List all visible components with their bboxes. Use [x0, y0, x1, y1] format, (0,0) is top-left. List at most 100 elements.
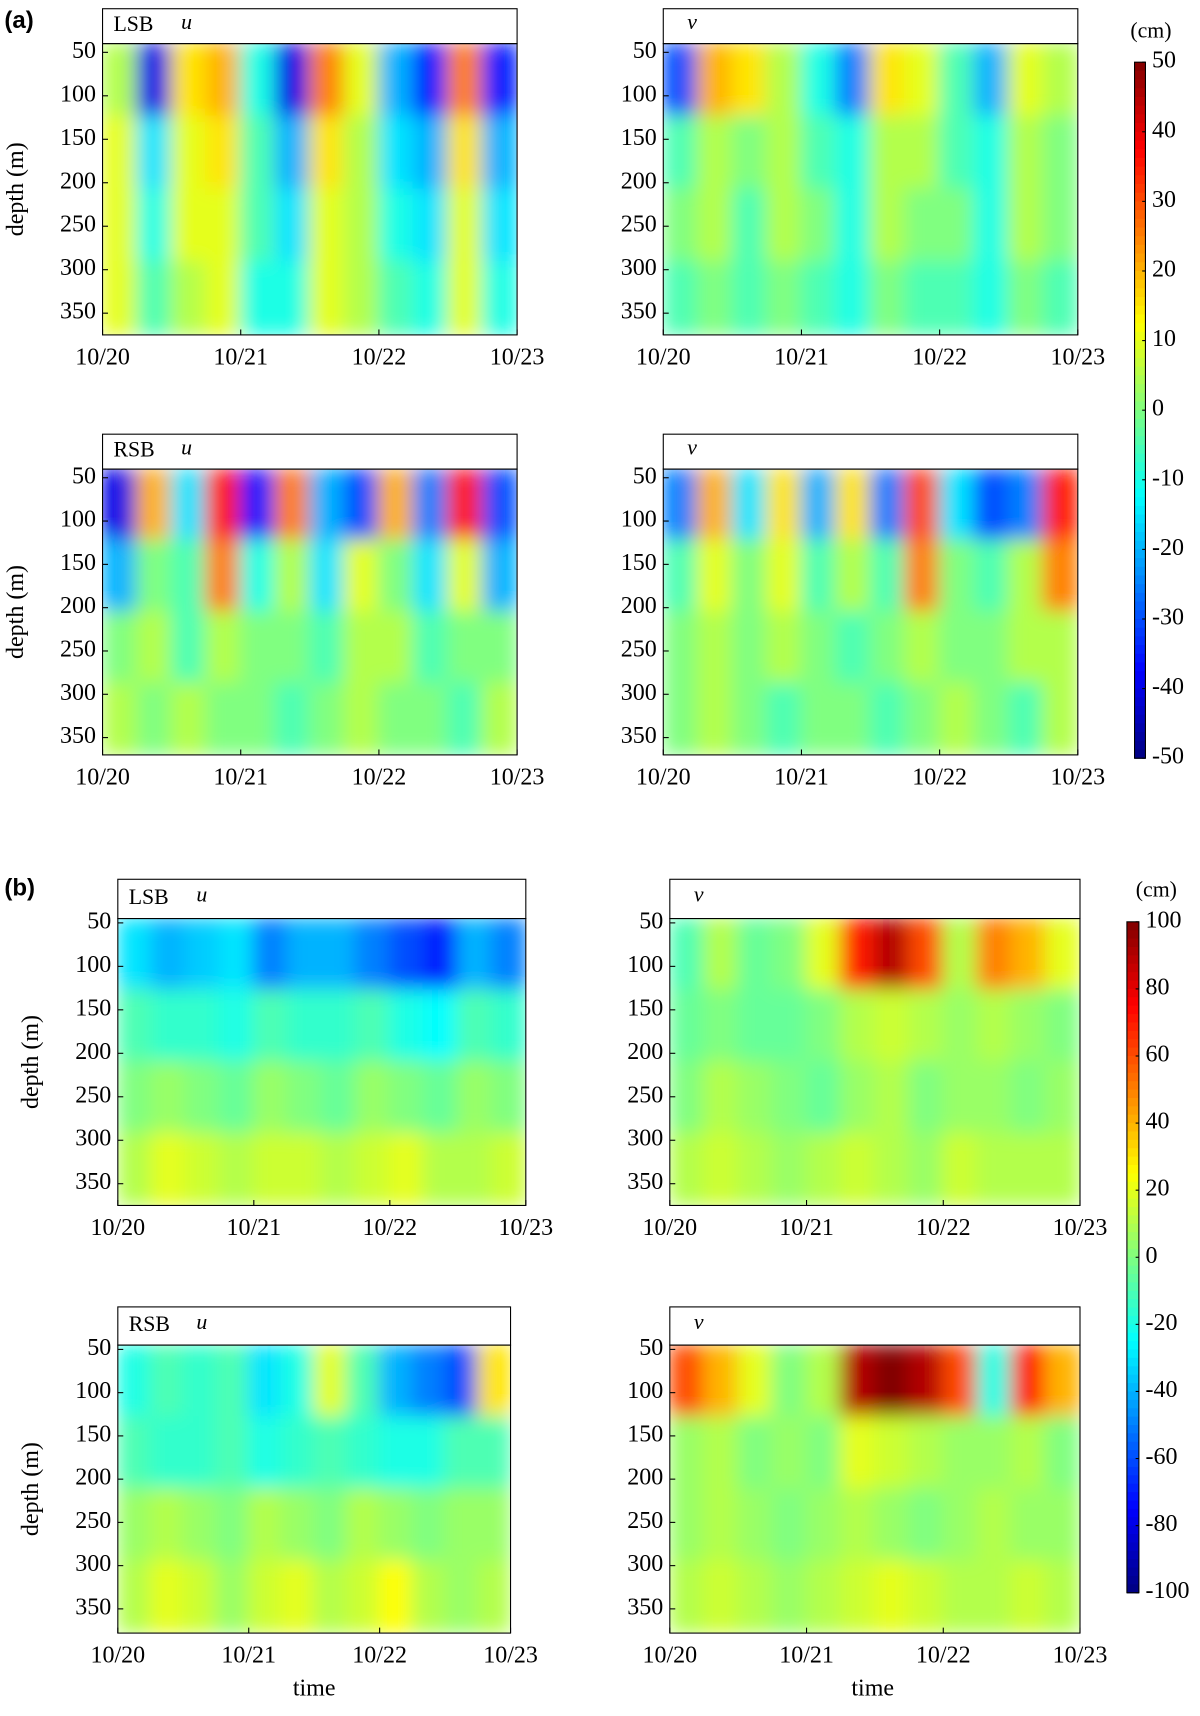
heat-cell	[446, 261, 484, 335]
heat-cell	[1042, 188, 1078, 264]
heat-cell	[904, 682, 941, 755]
colorbar-segment	[1134, 314, 1146, 324]
heat-cell	[388, 989, 425, 1064]
heat-cell	[444, 1488, 479, 1563]
heat-cell	[904, 43, 941, 118]
heat-cell	[1042, 610, 1078, 685]
heat-cell	[800, 469, 838, 542]
colorbar-tick-label: -40	[1145, 1377, 1177, 1403]
colorbar-segment	[1134, 62, 1146, 72]
colorbar-tick-label: 80	[1145, 974, 1169, 1000]
heat-cell	[973, 261, 1010, 335]
colorbar-segment	[1134, 114, 1146, 124]
heat-cell	[481, 43, 518, 118]
y-tick-label: 100	[60, 81, 96, 107]
colorbar-segment	[1134, 645, 1146, 655]
colorbar-segment	[1126, 1332, 1139, 1342]
heat-cell	[1010, 1060, 1047, 1135]
colorbar-segment	[1134, 575, 1146, 585]
colorbar-segment	[1134, 505, 1146, 516]
heat-cell	[308, 539, 346, 614]
colorbar-tick-label: -100	[1145, 1578, 1189, 1604]
heat-cell	[378, 1345, 414, 1419]
heat-cell	[343, 261, 380, 335]
colorbar-segment	[1134, 418, 1146, 429]
heat-cell	[869, 539, 907, 614]
heat-cell	[805, 989, 842, 1064]
heat-cell	[150, 1132, 187, 1206]
colorbar-segment	[1126, 1056, 1139, 1066]
colorbar-segment	[1134, 671, 1146, 681]
colorbar-segment	[1134, 357, 1146, 368]
colorbar-segment	[1134, 427, 1146, 437]
heat-cell	[663, 188, 699, 264]
colorbar-segment	[1134, 401, 1146, 411]
station-label: LSB	[113, 12, 153, 36]
x-tick-label: 10/23	[1050, 764, 1105, 790]
colorbar-segment	[1126, 1215, 1139, 1225]
heat-cell	[247, 1345, 283, 1419]
heat-cell	[942, 1488, 979, 1563]
x-tick-label: 10/21	[779, 1215, 834, 1241]
x-tick-label: 10/22	[352, 1643, 407, 1669]
colorbar-segment	[1134, 636, 1146, 646]
station-label: RSB	[129, 1312, 170, 1336]
y-axis-label: depth (m)	[18, 1442, 44, 1536]
heat-cell	[422, 1132, 459, 1206]
colorbar-segment	[1126, 1575, 1139, 1585]
plot-frame	[662, 468, 1079, 756]
heat-cell	[805, 1132, 842, 1206]
heat-cell	[942, 989, 979, 1064]
component-label: v	[687, 435, 697, 459]
heat-cell	[490, 918, 526, 992]
y-tick-label: 100	[75, 952, 111, 978]
colorbar-segment	[1126, 1550, 1139, 1560]
heat-cell	[1007, 539, 1045, 614]
plot-frame	[117, 1344, 512, 1634]
heat-cell	[170, 115, 208, 191]
heat-cell	[184, 989, 221, 1064]
heat-cell	[102, 610, 139, 685]
heat-cell	[976, 1560, 1013, 1634]
heat-cell	[377, 610, 415, 685]
heat-cell	[481, 539, 518, 614]
heat-cell	[765, 539, 803, 614]
colorbar-tick-label: 40	[1145, 1109, 1169, 1135]
heat-cell	[942, 1060, 979, 1135]
title-strip	[102, 433, 518, 470]
colorbar-segment	[1134, 227, 1146, 237]
heat-cell	[320, 1060, 357, 1135]
heat-cell	[938, 469, 976, 542]
colorbar-segment	[1134, 540, 1146, 551]
y-tick-label: 250	[60, 212, 96, 238]
heat-cell	[1007, 43, 1045, 118]
x-tick-label: 10/23	[490, 764, 545, 790]
colorbar-tick-label: -10	[1152, 465, 1184, 491]
heat-cell	[976, 1488, 1013, 1563]
colorbar-segment	[1134, 175, 1146, 185]
heat-cell	[377, 43, 415, 118]
colorbar-segment	[1134, 157, 1146, 168]
heat-cell	[771, 1132, 808, 1206]
heat-cell	[800, 539, 838, 614]
colorbar-segment	[1126, 1567, 1139, 1577]
y-tick-label: 250	[627, 1508, 663, 1534]
colorbar-segment	[1126, 1064, 1139, 1074]
heat-cell	[205, 610, 242, 685]
heat-cell	[731, 469, 768, 542]
heat-cell	[1042, 539, 1078, 614]
heat-cell	[149, 1560, 185, 1634]
heat-cell	[800, 261, 838, 335]
heat-cell	[444, 1416, 479, 1491]
heat-cell	[976, 1132, 1013, 1206]
heat-cell	[1044, 989, 1080, 1064]
heat-cell	[1042, 43, 1078, 118]
colorbar-segment	[1126, 988, 1139, 998]
colorbar-segment	[1134, 453, 1146, 464]
heat-cell	[412, 188, 450, 264]
heat-cell	[308, 115, 346, 191]
colorbar-segment	[1126, 1190, 1139, 1200]
heat-cell	[702, 1416, 740, 1491]
colorbar-segment	[1126, 1290, 1139, 1300]
heat-cell	[869, 115, 907, 191]
